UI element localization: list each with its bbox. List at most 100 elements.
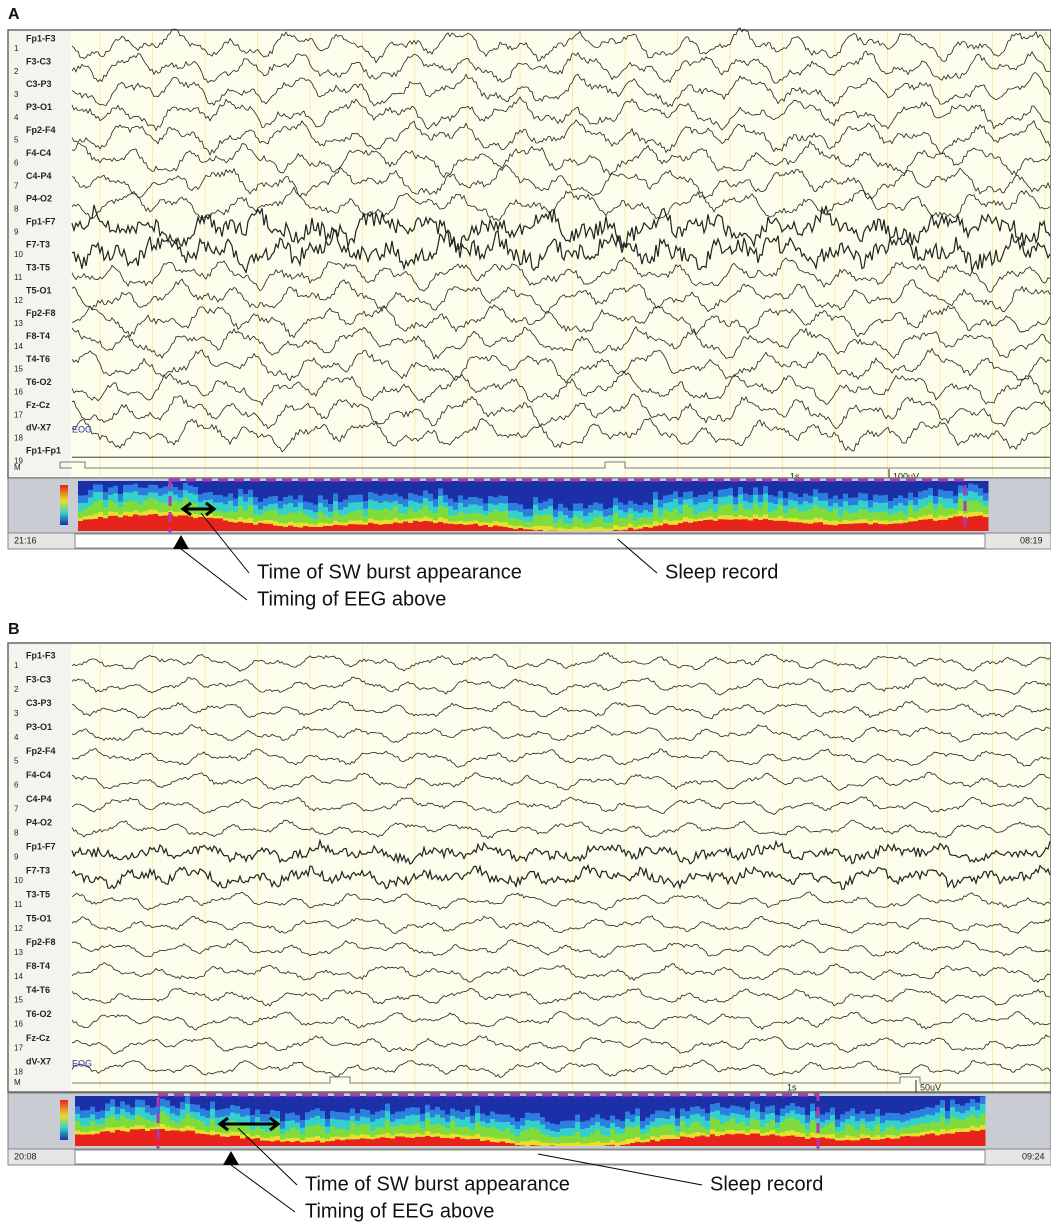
spectrogram-cell xyxy=(938,489,944,498)
channel-name: C3-P3 xyxy=(26,79,52,89)
spectrogram-cell xyxy=(835,1137,841,1141)
spectrogram-cell xyxy=(960,1096,966,1106)
spectrogram-cell xyxy=(220,1125,226,1134)
spectrogram-cell xyxy=(625,1119,631,1127)
spectrogram-cell xyxy=(620,1121,626,1129)
spectrogram-cell xyxy=(643,502,649,511)
spectrogram-cell xyxy=(743,500,749,510)
spectrogram-cell xyxy=(413,494,419,503)
spectrogram-cell xyxy=(940,1100,946,1108)
spectrogram-cell xyxy=(80,1096,86,1111)
spectrogram-cell xyxy=(525,1112,531,1121)
spectrogram-cell xyxy=(528,529,534,531)
spectrogram-cell xyxy=(443,495,449,503)
spectrogram-cell xyxy=(665,1111,671,1120)
spectrogram-cell xyxy=(895,1136,901,1139)
row-number: 14 xyxy=(14,972,23,981)
spectrogram-cell xyxy=(558,518,564,528)
spectrogram-cell xyxy=(568,518,574,524)
spectrogram-cell xyxy=(960,1119,966,1129)
spectrogram-cell xyxy=(643,517,649,525)
channel-name: T3-T5 xyxy=(26,889,50,899)
spectrogram-cell xyxy=(143,500,149,512)
eeg-trace xyxy=(71,700,1051,720)
spectrogram-cell xyxy=(495,1114,501,1122)
spectrogram-cell xyxy=(590,1096,596,1118)
spectrogram-cell xyxy=(925,1114,931,1124)
spectrogram-cell xyxy=(328,525,334,531)
spectrogram-cell xyxy=(615,1134,621,1143)
spectrogram-cell xyxy=(425,1131,431,1136)
spectrogram-cell xyxy=(833,508,839,521)
spectrogram-cell xyxy=(493,509,499,522)
spectrogram-cell xyxy=(720,1107,726,1115)
spectrogram-cell xyxy=(828,521,834,525)
spectrogram-cell xyxy=(430,1109,436,1118)
spectrogram-cell xyxy=(95,1133,101,1146)
spectrogram-cell xyxy=(495,1142,501,1146)
spectrogram-cell xyxy=(590,1125,596,1134)
spectrogram-cell xyxy=(828,506,834,513)
spectrogram-cell xyxy=(620,1133,626,1142)
spectrogram-cell xyxy=(973,516,979,531)
spectrogram-cell xyxy=(420,1113,426,1122)
spectrogram-cell xyxy=(938,520,944,531)
spectrogram-cell xyxy=(358,520,364,525)
spectrogram-cell xyxy=(600,1096,606,1119)
spectrogram-cell xyxy=(243,481,249,494)
spectrogram-cell xyxy=(808,503,814,510)
spectrogram-cell xyxy=(723,481,729,490)
spectrogram-cell xyxy=(213,518,219,531)
spectrogram-cell xyxy=(793,481,799,494)
spectrogram-cell xyxy=(235,1096,241,1107)
spectrogram-cell xyxy=(183,490,189,498)
spectrogram-cell xyxy=(430,1117,436,1126)
spectrogram-cell xyxy=(498,481,504,496)
spectrogram-cell xyxy=(875,1109,881,1117)
spectrogram-cell xyxy=(710,1129,716,1135)
spectrogram-cell xyxy=(453,515,459,522)
spectrogram-cell xyxy=(468,504,474,514)
spectrogram-cell xyxy=(338,525,344,531)
spectrogram-cell xyxy=(458,520,464,524)
spectrogram-cell xyxy=(845,1119,851,1125)
spectrogram-cell xyxy=(775,1122,781,1129)
spectrogram-cell xyxy=(803,523,809,531)
spectrogram-cell xyxy=(118,481,124,495)
spectrogram-cell xyxy=(705,1129,711,1135)
spectrogram-cell xyxy=(640,1140,646,1143)
spectrogram-cell xyxy=(888,521,894,524)
spectrogram-cell xyxy=(678,523,684,531)
spectrogram-cell xyxy=(470,1123,476,1130)
spectrogram-cell xyxy=(443,481,449,496)
channel-name: dV-X7 xyxy=(26,423,51,433)
spectrogram-cell xyxy=(95,1119,101,1125)
spectrogram-cell xyxy=(915,1136,921,1146)
spectrogram-cell xyxy=(605,1127,611,1137)
spectrogram-cell xyxy=(355,1113,361,1121)
spectrogram-cell xyxy=(95,1131,101,1134)
spectrogram-cell xyxy=(508,517,514,525)
channel-name: F7-T3 xyxy=(26,239,50,249)
channel-name: C3-P3 xyxy=(26,698,52,708)
spectrogram-cell xyxy=(763,518,769,531)
spectrogram-cell xyxy=(645,1117,651,1126)
spectrogram-cell xyxy=(435,1096,441,1107)
spectrogram-cell xyxy=(308,502,314,511)
row-number: 19 xyxy=(14,456,23,465)
spectrogram-cell xyxy=(478,498,484,506)
spectrogram-cell xyxy=(343,522,349,526)
annotation: Time of SW burst appearance xyxy=(257,561,522,583)
spectrogram-cell xyxy=(805,1096,811,1116)
spectrogram-cell xyxy=(470,1129,476,1137)
spectrogram-cell xyxy=(730,1129,736,1135)
spectrogram-cell xyxy=(498,495,504,504)
spectrogram-cell xyxy=(850,1140,856,1146)
spectrogram-cell xyxy=(958,492,964,499)
spectrogram-cell xyxy=(393,493,399,502)
spectrogram-cell xyxy=(158,512,164,516)
spectrogram-cell xyxy=(85,1110,91,1118)
spectrogram-cell xyxy=(385,1096,391,1104)
spectrogram-cell xyxy=(905,1096,911,1114)
spectrogram-cell xyxy=(333,501,339,511)
